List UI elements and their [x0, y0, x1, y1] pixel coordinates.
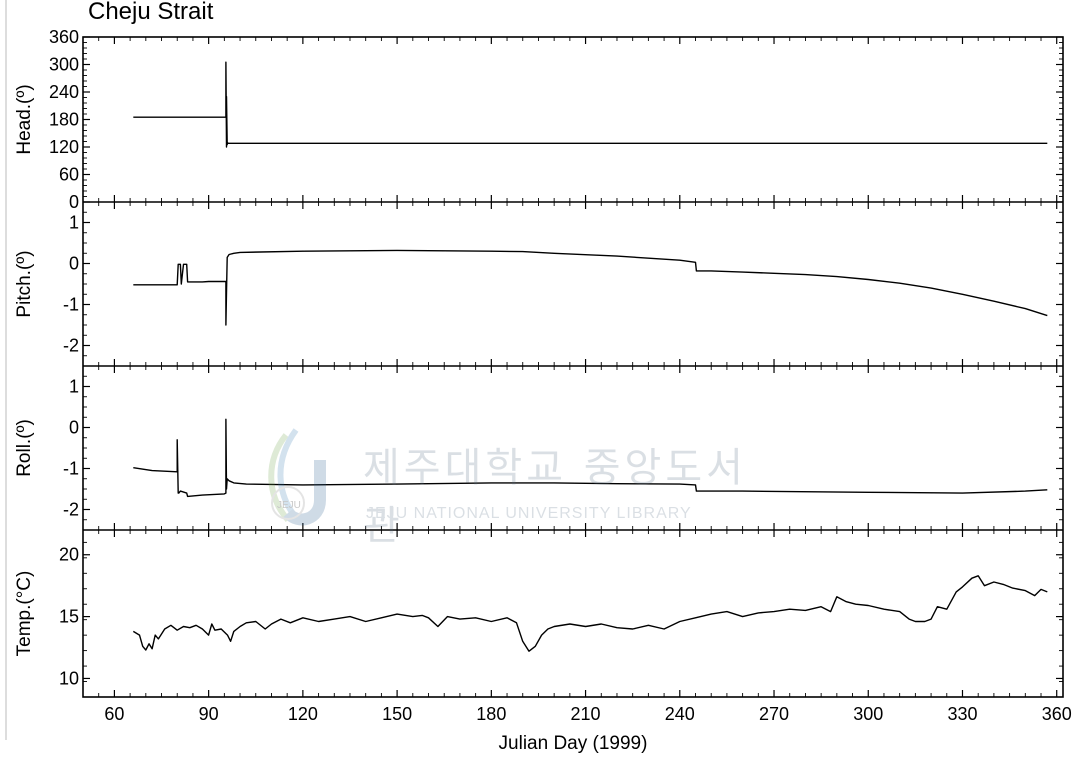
- x-tick-label: 300: [853, 704, 883, 724]
- x-tick-label: 270: [759, 704, 789, 724]
- chart-title: Cheju Strait: [88, 0, 214, 25]
- x-tick-label: 150: [382, 704, 412, 724]
- x-tick-label: 90: [199, 704, 219, 724]
- y-tick-label: 60: [59, 165, 79, 185]
- panel-2: -2 -1 0 1 Pitch.(º): [14, 201, 1063, 367]
- y-axis-label: Roll.(º): [14, 419, 35, 477]
- y-tick-label: 0: [69, 418, 79, 438]
- y-tick-label: 1: [69, 377, 79, 397]
- x-tick-label: 210: [571, 704, 601, 724]
- x-axis-label: Julian Day (1999): [499, 733, 648, 754]
- panel-4: 10 15 20 Temp.(°C): [14, 530, 1063, 698]
- y-tick-label: 10: [59, 668, 79, 688]
- panel-1: 0 60 120 180 240 300 360 Head.(º): [14, 27, 1063, 212]
- x-tick-label: 120: [288, 704, 318, 724]
- y-tick-label: -2: [63, 500, 79, 520]
- y-tick-label: -1: [63, 295, 79, 315]
- y-tick-label: 0: [69, 254, 79, 274]
- y-tick-label: 240: [49, 82, 79, 102]
- x-tick-label: 180: [476, 704, 506, 724]
- y-tick-label: 360: [49, 27, 79, 47]
- panel-3: -2 -1 0 1 Roll.(º): [14, 365, 1063, 531]
- y-tick-label: 120: [49, 137, 79, 157]
- y-tick-label: -2: [63, 336, 79, 356]
- y-tick-label: 20: [59, 545, 79, 565]
- y-axis-label: Head.(º): [14, 84, 35, 154]
- series-line: [133, 61, 1048, 148]
- y-tick-label: 15: [59, 607, 79, 627]
- x-tick-label: 240: [665, 704, 695, 724]
- y-tick-label: 1: [69, 213, 79, 233]
- y-tick-label: 300: [49, 55, 79, 75]
- y-tick-label: 180: [49, 110, 79, 130]
- x-tick-label: 360: [1042, 704, 1072, 724]
- series-line: [133, 418, 1048, 498]
- y-axis-label: Temp.(°C): [14, 571, 35, 657]
- x-tick-label: 330: [947, 704, 977, 724]
- series-line: [133, 249, 1048, 326]
- plot-frame: [82, 36, 1064, 698]
- y-tick-label: -1: [63, 459, 79, 479]
- y-axis-label: Pitch.(º): [14, 250, 35, 317]
- series-line: [132, 575, 1048, 652]
- x-tick-label: 60: [104, 704, 124, 724]
- y-tick-label: 0: [69, 192, 79, 212]
